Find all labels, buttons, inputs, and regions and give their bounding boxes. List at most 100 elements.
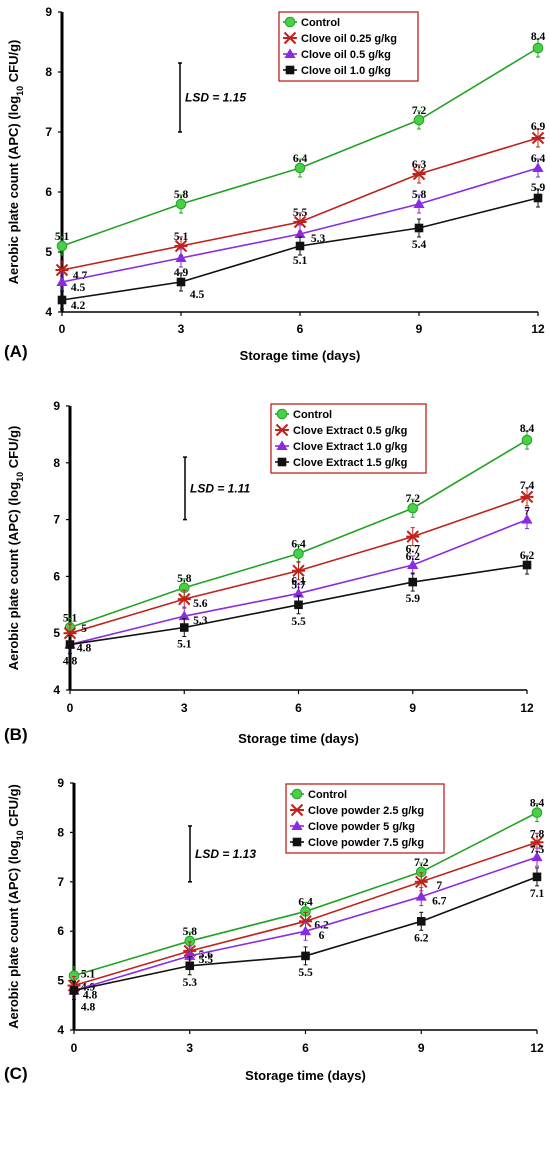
y-tick-label: 9: [45, 5, 52, 19]
data-label: 5.8: [177, 573, 192, 585]
data-label: 5.1: [293, 255, 308, 267]
x-tick-label: 9: [416, 322, 423, 336]
data-point: [415, 891, 427, 901]
data-label: 4.8: [81, 1001, 96, 1013]
data-label: 7.2: [414, 857, 429, 869]
data-label: 8.4: [520, 423, 535, 435]
data-label: 7.8: [530, 828, 545, 840]
legend-marker: [277, 457, 287, 467]
series: 4.54.95.35.86.4: [56, 153, 545, 294]
legend: Control Clove Extract 0.5 g/kg Clove Extra…: [270, 403, 427, 474]
data-point: [294, 600, 303, 610]
data-label: 5: [81, 623, 87, 635]
legend-marker: [283, 31, 297, 45]
data-label: 6: [319, 930, 325, 942]
y-tick-label: 8: [45, 65, 52, 79]
data-point: [413, 198, 425, 208]
legend-marker: [285, 65, 295, 75]
data-label: 7.1: [530, 888, 545, 900]
y-tick-label: 5: [53, 626, 60, 640]
data-point: [56, 276, 68, 286]
legend-marker: [276, 408, 288, 420]
data-point: [414, 875, 428, 889]
data-label: 5.8: [412, 189, 427, 201]
x-tick-label: 0: [59, 322, 66, 336]
data-label: 4.7: [73, 270, 88, 282]
y-tick-label: 4: [57, 1023, 64, 1037]
data-point: [65, 640, 75, 649]
x-tick-label: 6: [295, 701, 302, 715]
y-tick-label: 9: [53, 399, 60, 413]
data-point: [294, 162, 306, 174]
x-tick-label: 0: [71, 1041, 78, 1055]
legend-entry: Clove Extract 0.5 g/kg: [293, 425, 407, 437]
data-label: 5.4: [412, 239, 427, 251]
x-tick-label: 6: [297, 322, 304, 336]
data-point: [532, 162, 544, 172]
legend: Control Clove powder 2.5 g/kg Clove powder…: [285, 783, 445, 854]
data-point: [408, 577, 418, 587]
chart-panel: 4 5 6 7 8 9 0 3 6 9 12 Storage time (days) Aerobic p…: [4, 5, 545, 363]
data-label: 5.8: [174, 189, 189, 201]
legend-entry: Clove powder 2.5 g/kg: [308, 805, 424, 817]
data-label: 6.2: [406, 551, 421, 563]
y-tick-label: 6: [45, 185, 52, 199]
data-label: 6.2: [314, 919, 329, 931]
data-point: [176, 277, 186, 287]
data-label: 5.8: [183, 926, 198, 938]
data-label: 7.2: [412, 105, 427, 117]
data-point: [530, 836, 544, 849]
data-point: [179, 623, 189, 632]
data-point: [299, 925, 312, 936]
data-point: [522, 560, 532, 570]
data-point: [406, 530, 420, 543]
x-tick-label: 9: [409, 701, 416, 715]
legend-box: [278, 11, 419, 82]
data-label: 8.4: [531, 31, 546, 43]
y-tick-label: 6: [57, 924, 64, 938]
data-point: [532, 872, 542, 882]
legend-entry: Clove powder 5 g/kg: [308, 821, 415, 833]
data-point: [292, 587, 305, 598]
data-point: [293, 548, 304, 559]
data-label: 5.3: [183, 977, 198, 989]
lsd-label: LSD = 1.11: [190, 481, 250, 495]
legend: Control Clove oil 0.25 g/kg Clove oil 0.5 …: [278, 11, 419, 82]
x-tick-label: 6: [302, 1041, 309, 1055]
data-point: [414, 223, 424, 233]
legend-entry: Clove oil 1.0 g/kg: [301, 65, 391, 77]
data-label: 4.8: [83, 989, 98, 1001]
data-point: [532, 42, 544, 54]
data-point: [56, 240, 68, 252]
y-axis-title: Aerobic plate count (APC) (log10 CFU/g): [6, 40, 25, 285]
data-label: 6.7: [406, 544, 421, 556]
data-label: 6.4: [298, 896, 313, 908]
x-axis-title: Storage time (days): [240, 348, 361, 363]
data-label: 7.2: [406, 493, 421, 505]
data-point: [293, 215, 307, 229]
data-point: [295, 241, 305, 251]
legend-marker: [284, 16, 296, 28]
y-tick-label: 4: [45, 305, 52, 319]
x-tick-label: 12: [520, 701, 534, 715]
data-point: [57, 295, 67, 305]
data-point: [175, 198, 187, 210]
y-tick-label: 9: [57, 776, 64, 790]
legend-entry: Clove powder 7.5 g/kg: [308, 837, 424, 849]
data-point: [294, 228, 306, 238]
x-axis-title: Storage time (days): [245, 1068, 366, 1083]
data-point: [520, 490, 534, 504]
data-label: 5.9: [406, 593, 421, 605]
data-label: 6.4: [291, 539, 306, 551]
data-label: 5.1: [81, 969, 96, 981]
data-label: 5.1: [63, 613, 78, 625]
data-label: 5.9: [531, 182, 546, 194]
data-point: [299, 915, 312, 928]
legend-box: [270, 403, 427, 474]
legend-marker: [276, 440, 288, 450]
series: 5 5.6 6.1 6.7 7.4: [63, 480, 534, 643]
y-axis-title: Aerobic plate count (APC) (log10 CFU/g): [6, 784, 25, 1029]
data-point: [407, 559, 419, 570]
series: 4.8 5.1 5.5 5.9 6.2: [63, 550, 535, 668]
